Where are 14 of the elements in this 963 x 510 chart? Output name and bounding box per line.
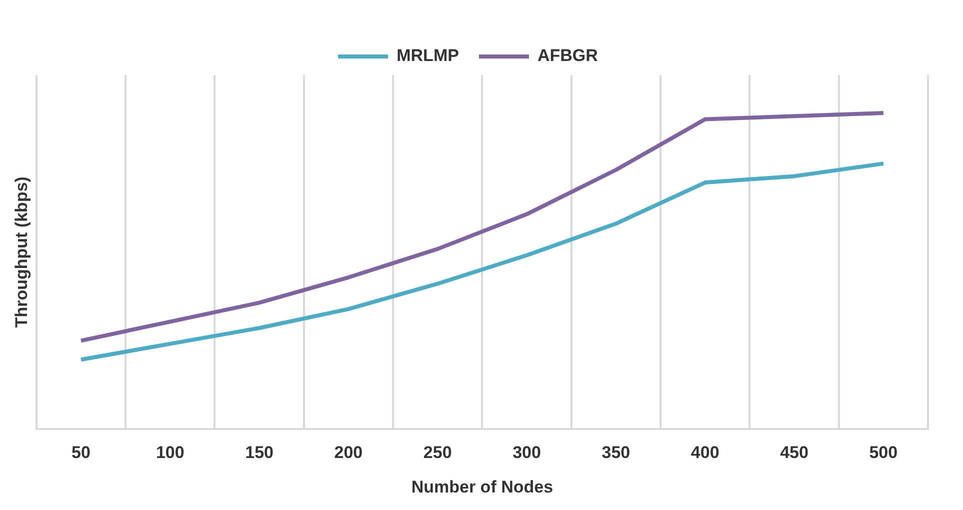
x-tick-label: 250 (423, 443, 452, 462)
x-tick-label: 150 (245, 443, 274, 462)
legend-label: AFBGR (537, 46, 598, 66)
x-tick-label: 350 (602, 443, 630, 462)
x-tick-label: 300 (512, 443, 541, 462)
x-tick-label: 200 (334, 443, 363, 462)
x-tick-label: 500 (869, 443, 898, 462)
legend-label: MRLMP (396, 46, 459, 66)
y-axis-title: Throughput (kbps) (12, 176, 31, 328)
x-tick-label: 100 (156, 443, 184, 462)
x-tick-label: 50 (72, 443, 90, 462)
x-tick-label: 400 (690, 443, 720, 462)
x-axis-title: Number of Nodes (411, 477, 554, 496)
x-tick-label: 450 (780, 443, 808, 462)
